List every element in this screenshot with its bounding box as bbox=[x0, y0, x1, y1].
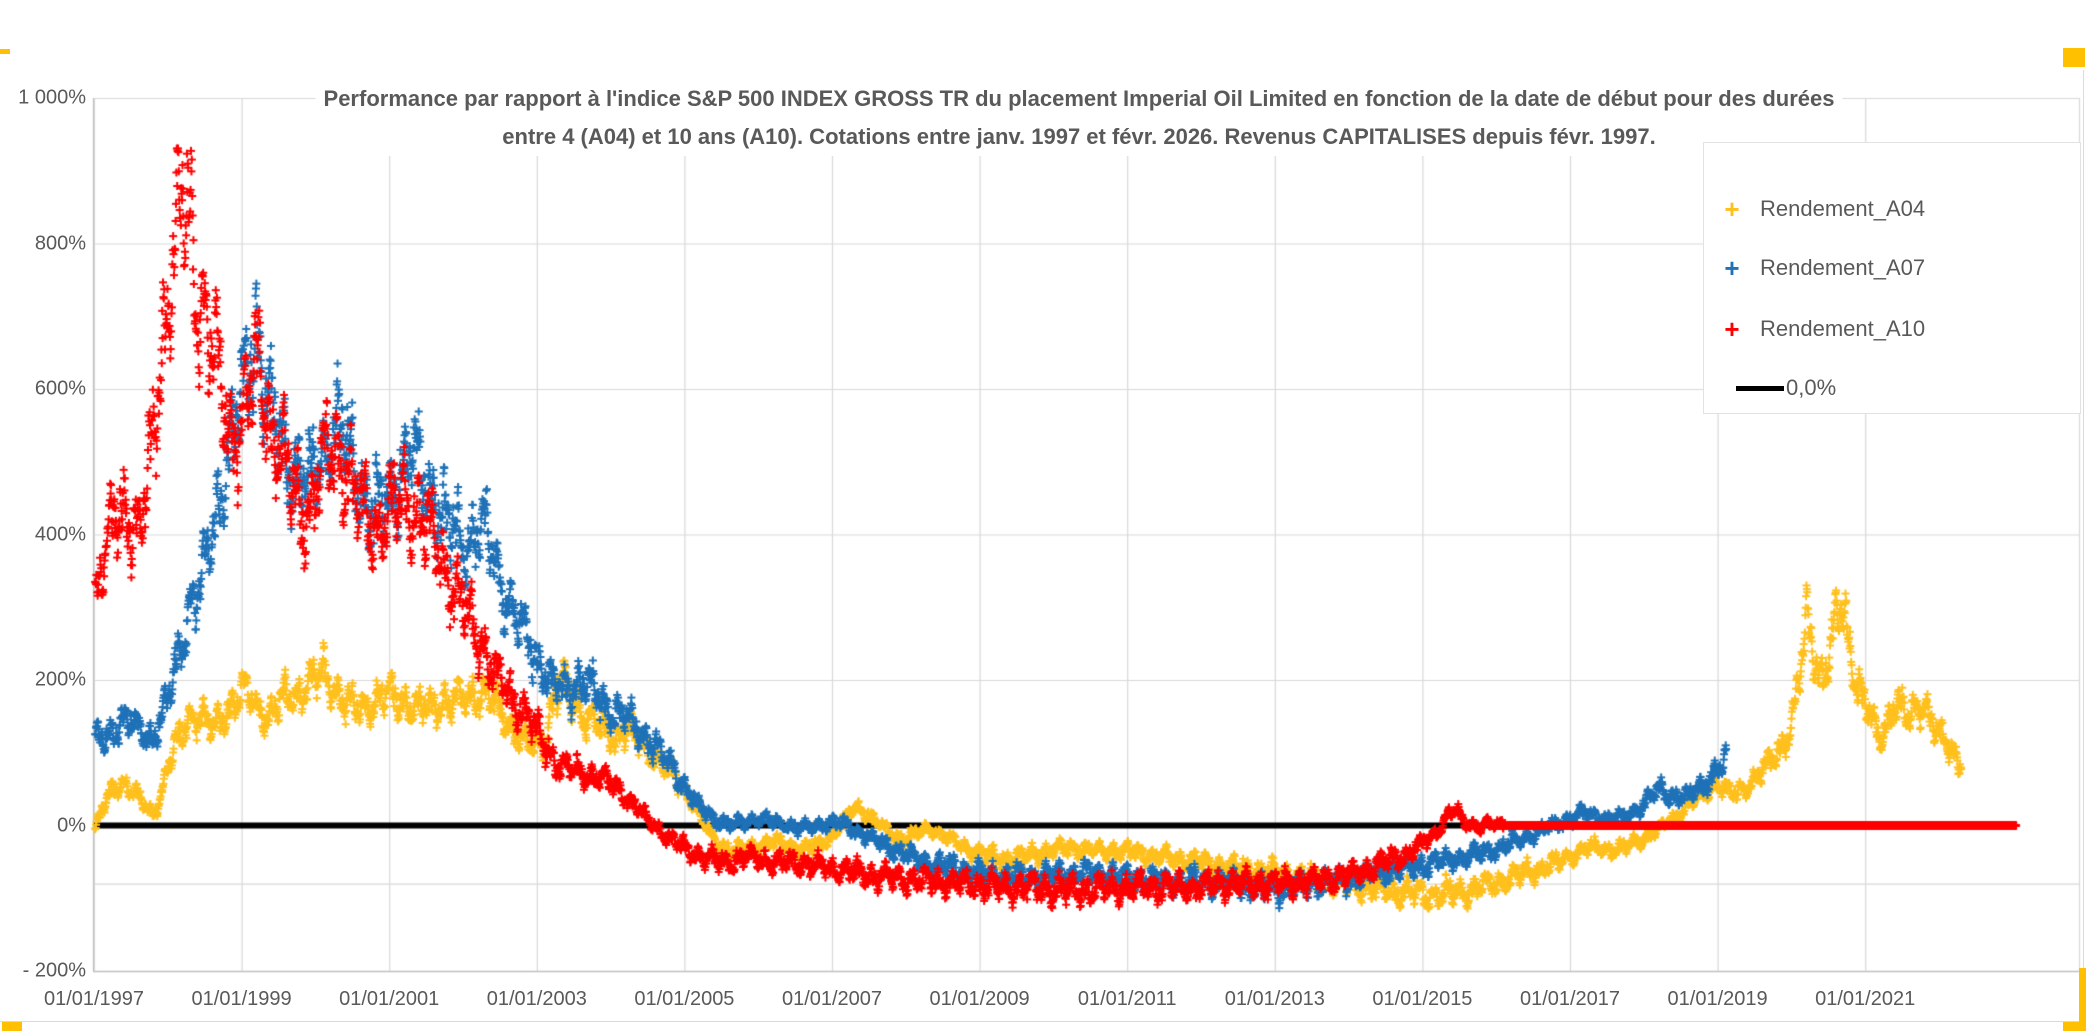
y-tick-label: 1 000% bbox=[18, 86, 86, 109]
legend-item-zero-line: 0,0% bbox=[1704, 368, 2080, 408]
zero-line-sample-icon bbox=[1736, 385, 1784, 391]
legend: + Rendement_A04 + Rendement_A07 + Rendem… bbox=[1703, 142, 2081, 414]
x-tick-label: 01/01/2011 bbox=[1077, 988, 1177, 1010]
x-tick-label: 01/01/2003 bbox=[486, 988, 587, 1010]
y-tick-label: - 200% bbox=[22, 959, 86, 982]
x-tick-label: 01/01/1997 bbox=[43, 988, 145, 1010]
x-tick-label: 01/01/2021 bbox=[1815, 988, 1916, 1010]
accent-bottom-left bbox=[2, 1022, 22, 1031]
x-tick-label: 01/01/2017 bbox=[1519, 988, 1621, 1010]
x-tick-label: 01/01/2001 bbox=[339, 988, 440, 1010]
legend-item-rendement-a04: + Rendement_A04 bbox=[1704, 189, 2080, 229]
x-tick-label: 01/01/1999 bbox=[191, 988, 292, 1010]
y-tick-label: 0% bbox=[57, 814, 86, 836]
chart-title-line1: Performance par rapport à l'indice S&P 5… bbox=[323, 86, 1835, 111]
legend-item-rendement-a10: + Rendement_A10 bbox=[1704, 309, 2080, 349]
accent-right-strip bbox=[2079, 968, 2086, 1031]
x-tick-label: 01/01/2019 bbox=[1667, 988, 1768, 1010]
x-tick-label: 01/01/2005 bbox=[634, 988, 735, 1010]
x-tick-label: 01/01/2013 bbox=[1224, 988, 1325, 1010]
bottom-divider bbox=[0, 1021, 2086, 1022]
y-tick-label: 600% bbox=[34, 377, 86, 400]
legend-label: Rendement_A04 bbox=[1760, 196, 1926, 221]
chart-title: Performance par rapport à l'indice S&P 5… bbox=[315, 80, 1843, 156]
plus-marker-icon: + bbox=[1724, 194, 1740, 224]
legend-label: Rendement_A10 bbox=[1760, 316, 1926, 341]
legend-label: Rendement_A07 bbox=[1760, 255, 1926, 280]
x-tick-label: 01/01/2007 bbox=[781, 988, 883, 1010]
chart-title-line2: entre 4 (A04) et 10 ans (A10). Cotations… bbox=[502, 124, 1656, 149]
y-tick-label: 400% bbox=[34, 523, 86, 545]
accent-top-left bbox=[0, 49, 10, 54]
x-tick-label: 01/01/2015 bbox=[1372, 988, 1473, 1010]
plus-marker-icon: + bbox=[1724, 314, 1740, 344]
legend-item-rendement-a07: + Rendement_A07 bbox=[1704, 248, 2080, 288]
accent-top-right bbox=[2063, 48, 2085, 67]
right-edge-divider bbox=[2083, 70, 2084, 970]
legend-label: 0,0% bbox=[1786, 375, 1837, 400]
plus-marker-icon: + bbox=[1724, 253, 1740, 283]
y-tick-label: 200% bbox=[34, 668, 86, 691]
accent-bottom-right bbox=[2063, 1022, 2086, 1031]
y-tick-label: 800% bbox=[34, 232, 86, 254]
x-tick-label: 01/01/2009 bbox=[929, 988, 1030, 1010]
